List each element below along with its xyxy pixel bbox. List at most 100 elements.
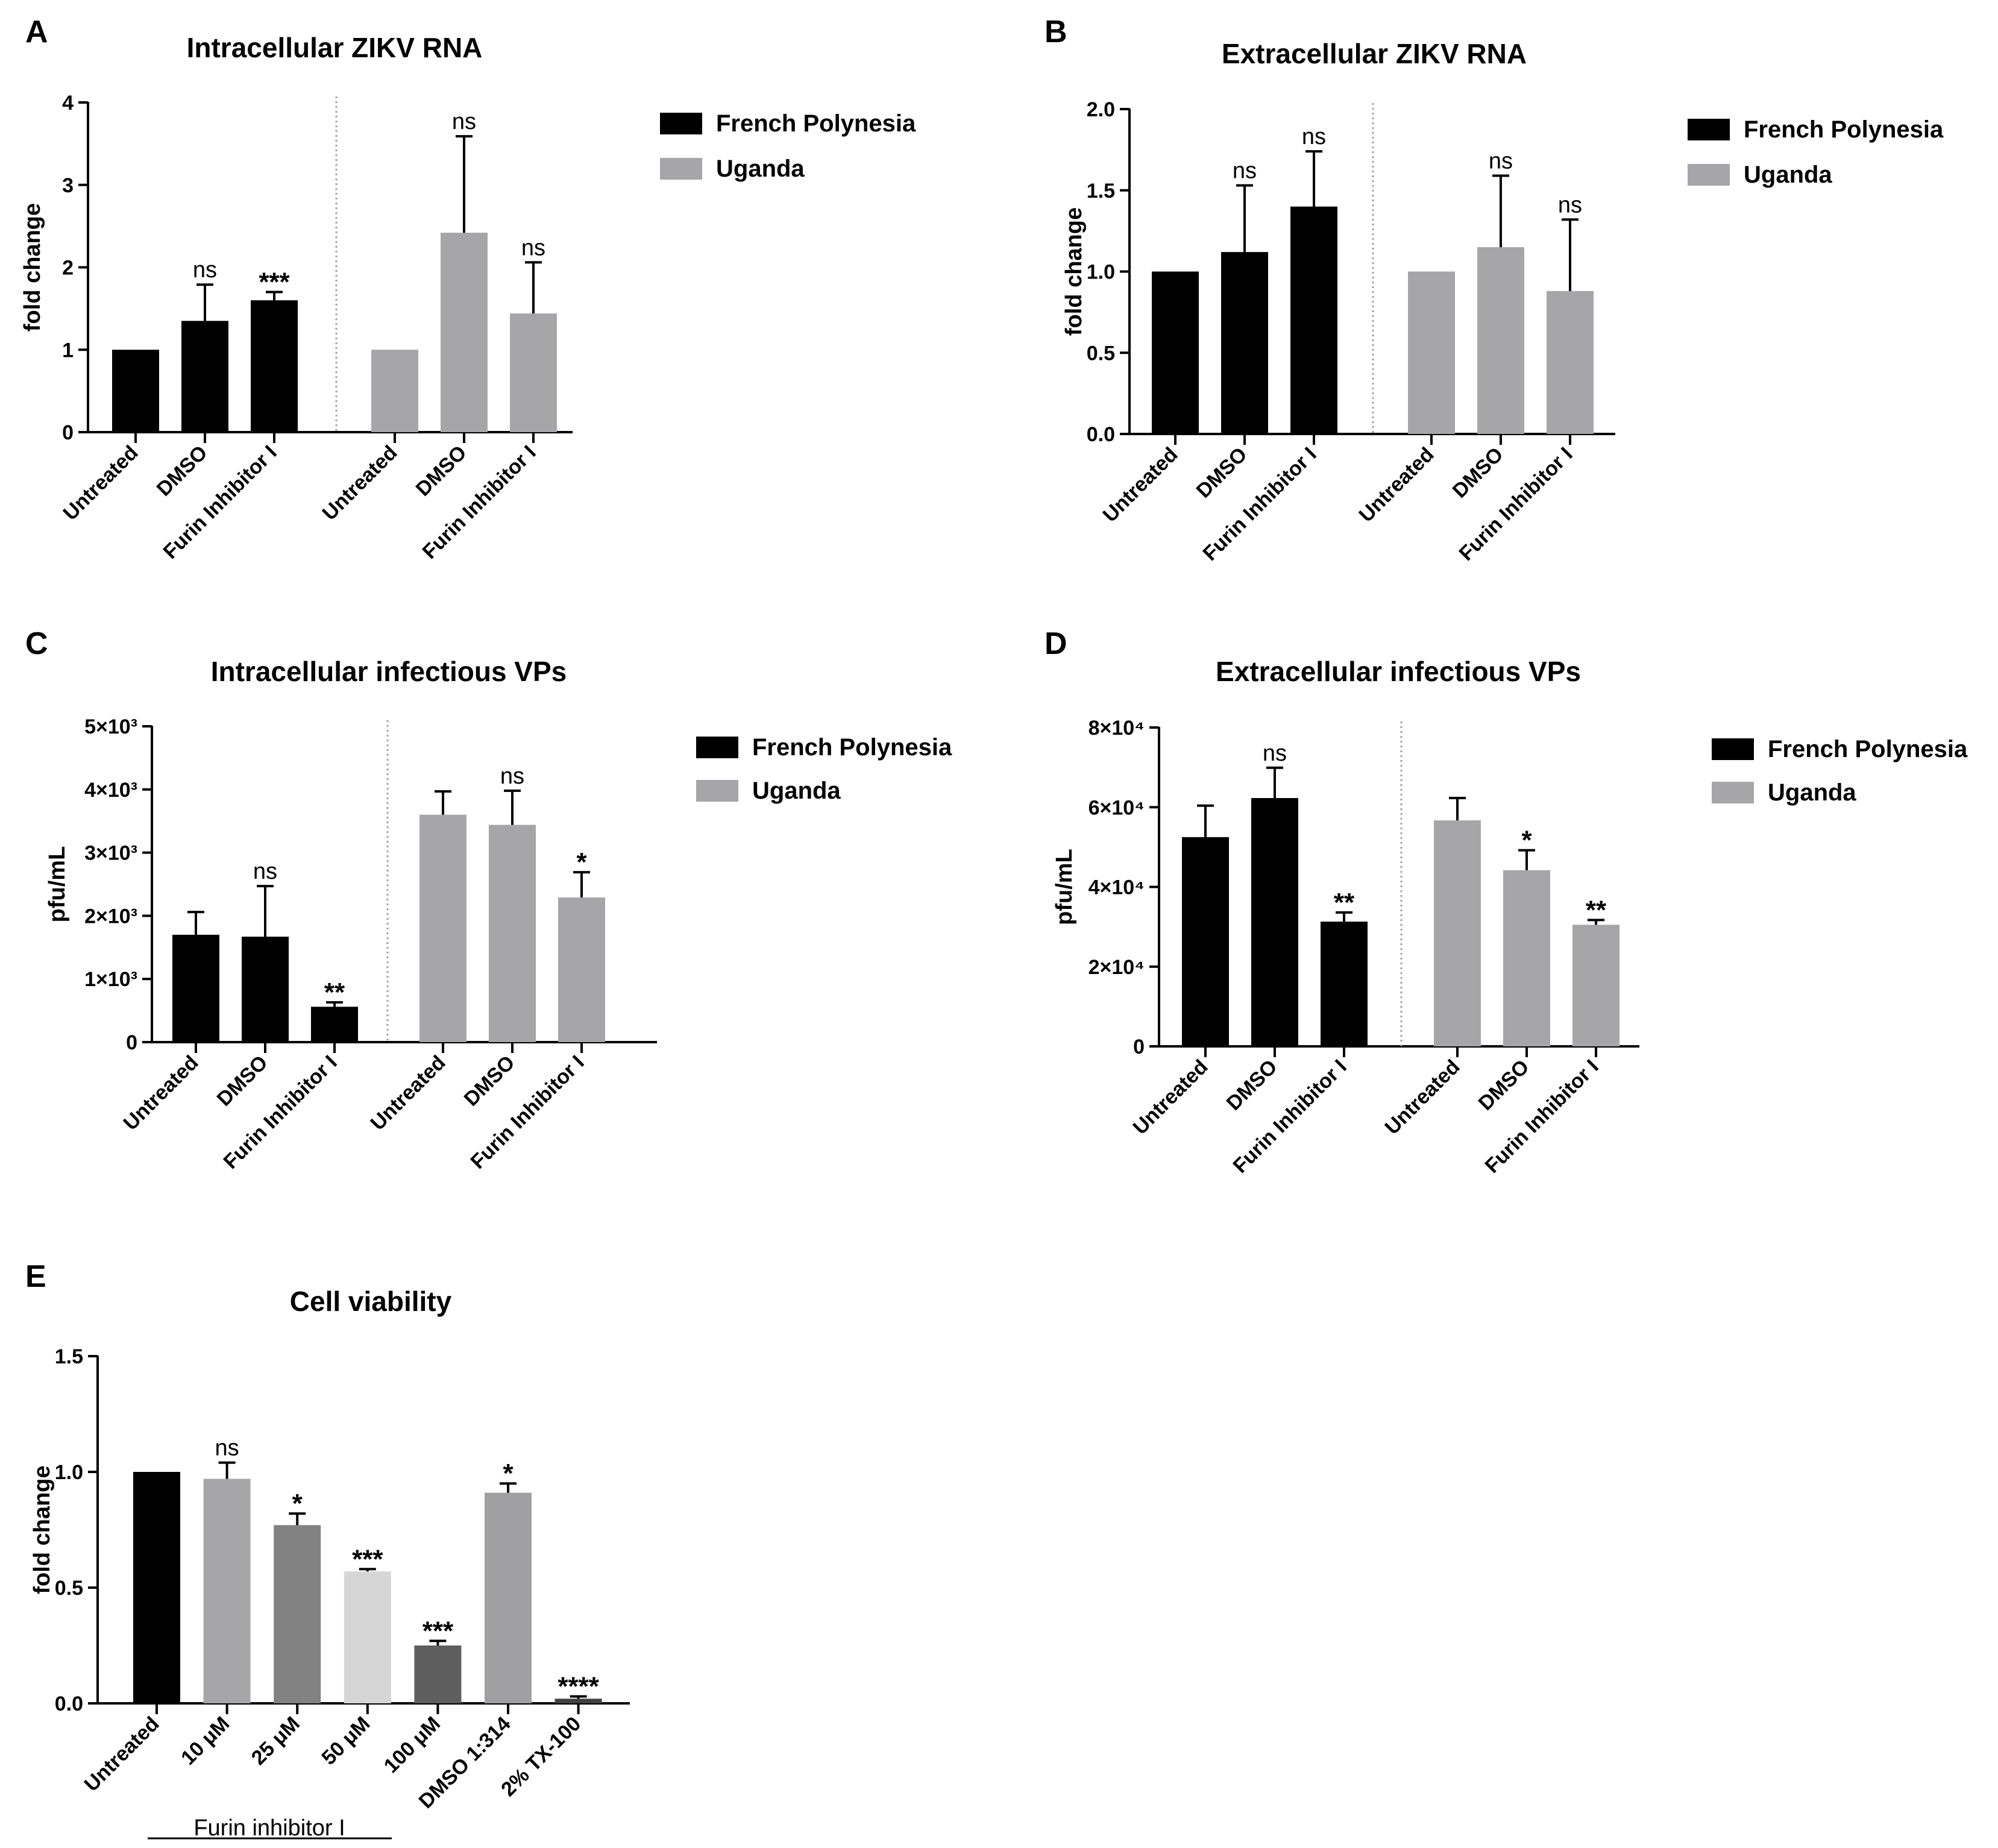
significance-label: *** [423, 1616, 454, 1645]
y-tick-label: 0 [1133, 1036, 1145, 1058]
y-tick-label: 4 [62, 92, 74, 115]
y-tick-label: 3 [62, 174, 74, 197]
panel-letter: D [1045, 626, 1067, 661]
bar [1572, 925, 1619, 1046]
chart-title: Intracellular ZIKV RNA [187, 32, 483, 63]
legend-swatch-uganda [660, 158, 702, 180]
panel-letter: C [25, 626, 48, 661]
legend-swatch-uganda [1712, 782, 1754, 803]
bar [203, 1479, 251, 1703]
panel-letter: E [25, 1259, 46, 1294]
y-tick-label: 0.5 [1087, 342, 1115, 365]
chart-title: Intracellular infectious VPs [211, 656, 567, 687]
significance-label: ns [1263, 741, 1287, 766]
y-tick-label: 2.0 [1087, 98, 1115, 121]
panel-letter: A [25, 14, 48, 49]
legend-label-uganda: Uganda [716, 156, 805, 182]
significance-label: ** [324, 978, 345, 1007]
legend-swatch-uganda [1688, 164, 1730, 186]
bar [251, 300, 298, 432]
y-tick-label: 2×10³ [84, 905, 137, 928]
significance-label: * [292, 1489, 303, 1518]
bar [1182, 837, 1229, 1046]
legend-label-uganda: Uganda [1744, 162, 1832, 188]
group-bracket-label: Furin inhibitor I [193, 1815, 345, 1841]
bar [1547, 291, 1594, 434]
significance-label: ns [1558, 192, 1582, 218]
bar [371, 350, 418, 432]
y-axis-label: pfu/mL [45, 846, 70, 923]
significance-label: *** [352, 1544, 383, 1574]
bar [1290, 206, 1337, 434]
bar [1321, 922, 1368, 1046]
y-tick-label: 6×10⁴ [1089, 796, 1145, 819]
bar [133, 1472, 180, 1703]
legend-swatch-french-polynesia [1688, 119, 1730, 140]
bar [510, 313, 557, 432]
chart-title: Extracellular infectious VPs [1216, 656, 1581, 687]
bar [1477, 247, 1524, 434]
legend-label-uganda: Uganda [1768, 779, 1856, 806]
y-tick-label: 8×10⁴ [1089, 717, 1145, 740]
significance-label: ns [193, 257, 217, 283]
y-tick-label: 2 [62, 257, 74, 280]
bar [181, 321, 228, 432]
legend-label-french-polynesia: French Polynesia [1768, 736, 1968, 762]
bar [485, 1492, 532, 1703]
y-tick-label: 1.0 [55, 1461, 83, 1484]
y-tick-label: 4×10³ [84, 779, 137, 802]
bar [311, 1007, 358, 1042]
bar [172, 934, 219, 1042]
significance-label: ns [452, 109, 476, 134]
legend-swatch-french-polynesia [696, 737, 738, 758]
chart-title: Extracellular ZIKV RNA [1222, 38, 1527, 69]
significance-label: * [576, 847, 587, 877]
bar [489, 825, 536, 1042]
bar [554, 1699, 602, 1703]
significance-label: ns [1489, 148, 1513, 174]
legend-label-french-polynesia: French Polynesia [1744, 116, 1944, 143]
significance-label: ** [1334, 888, 1355, 917]
y-tick-label: 0.0 [1087, 423, 1115, 446]
significance-label: * [1521, 826, 1532, 855]
y-axis-label: fold change [30, 1465, 55, 1594]
bar [1503, 870, 1550, 1046]
bar [1251, 798, 1298, 1046]
legend-label-french-polynesia: French Polynesia [716, 110, 916, 137]
y-axis-label: fold change [1061, 207, 1087, 336]
y-tick-label: 4×10⁴ [1089, 876, 1145, 899]
bar [1408, 271, 1455, 434]
y-tick-label: 0.5 [55, 1577, 83, 1600]
y-tick-label: 1.0 [1087, 261, 1115, 284]
significance-label: *** [259, 268, 290, 297]
bar [274, 1525, 321, 1703]
y-tick-label: 1×10³ [84, 968, 137, 991]
legend-swatch-french-polynesia [1712, 738, 1754, 760]
y-tick-label: 0 [126, 1031, 137, 1054]
significance-label: ns [521, 235, 545, 260]
bar [558, 897, 605, 1042]
legend-swatch-french-polynesia [660, 113, 702, 134]
significance-label: ns [1233, 159, 1257, 184]
significance-label: ** [1586, 895, 1607, 925]
y-tick-label: 0.0 [55, 1692, 83, 1715]
y-tick-label: 1.5 [1087, 180, 1115, 203]
y-axis-label: pfu/mL [1052, 849, 1077, 925]
significance-label: ns [500, 764, 524, 789]
significance-label: ns [253, 859, 277, 884]
y-tick-label: 1.5 [55, 1345, 83, 1368]
y-tick-label: 3×10³ [84, 842, 137, 865]
bar [441, 233, 488, 432]
y-tick-label: 5×10³ [84, 715, 137, 738]
legend-swatch-uganda [696, 780, 738, 802]
significance-label: * [503, 1459, 514, 1488]
chart-title: Cell viability [290, 1286, 452, 1317]
bar [242, 936, 289, 1042]
bar [419, 814, 467, 1042]
legend-label-uganda: Uganda [752, 778, 841, 804]
significance-label: ns [1302, 124, 1326, 149]
bar [1221, 252, 1268, 434]
bar [1434, 820, 1481, 1046]
